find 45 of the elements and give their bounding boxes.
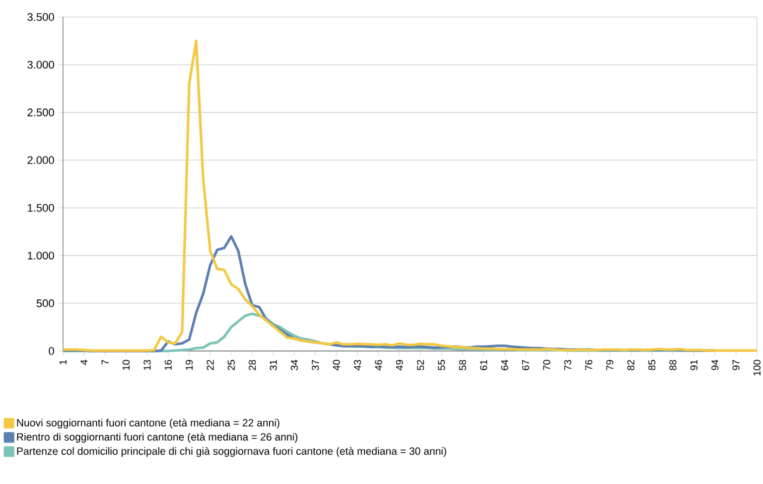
- x-tick-label: 40: [332, 360, 340, 370]
- y-tick-label: 2.000: [28, 156, 54, 164]
- y-tick-label: 3.500: [27, 13, 54, 21]
- y-tick-label: 1.000: [28, 252, 54, 260]
- x-tick-label: 76: [585, 360, 592, 370]
- legend-label: Rientro di soggiornanti fuori cantone (età mediana = 26 anni): [17, 432, 298, 443]
- x-tick-label: 88: [669, 360, 676, 370]
- y-tick-label: 0: [48, 347, 54, 355]
- legend-label: Nuovi soggiornanti fuori cantone (età mediana = 22 anni): [17, 418, 280, 429]
- y-tick-label: 500: [36, 299, 54, 308]
- x-tick-label: 7: [102, 360, 108, 365]
- x-tick-label: 1: [60, 360, 66, 364]
- x-tick-label: 25: [228, 360, 235, 370]
- x-tick-label: 85: [648, 360, 656, 370]
- x-tick-label: 73: [564, 360, 572, 370]
- legend-label: Partenze col domicilio principale di chi già soggiornava fuori cantone (età mediana = 30 anni): [17, 447, 446, 457]
- x-tick-label: 37: [312, 360, 319, 370]
- x-tick-label: 82: [627, 360, 634, 370]
- x-tick-label: 28: [248, 360, 256, 370]
- x-tick-label: 52: [416, 360, 424, 370]
- x-tick-label: 94: [711, 360, 718, 370]
- x-tick-label: 43: [354, 360, 361, 370]
- x-tick-label: 97: [732, 360, 740, 370]
- y-tick-label: 2.500: [28, 108, 54, 116]
- x-tick-label: 100: [753, 360, 761, 376]
- x-tick-label: 34: [290, 360, 298, 370]
- x-tick-label: 79: [606, 360, 614, 370]
- x-tick-label: 55: [438, 360, 446, 370]
- x-tick-label: 91: [690, 360, 698, 370]
- x-tick-label: 67: [522, 360, 530, 370]
- x-tick-label: 31: [270, 360, 277, 370]
- x-tick-label: 58: [459, 360, 466, 370]
- x-tick-label: 4: [80, 360, 88, 365]
- x-tick-label: 64: [501, 360, 508, 370]
- x-tick-label: 13: [144, 360, 151, 370]
- x-tick-label: 61: [480, 360, 488, 370]
- y-tick-label: 1.500: [28, 204, 54, 212]
- x-tick-label: 49: [396, 360, 404, 370]
- y-tick-label: 3.000: [27, 60, 54, 69]
- x-tick-label: 19: [186, 360, 193, 370]
- x-tick-label: 46: [374, 360, 382, 370]
- x-tick-label: 16: [164, 360, 172, 370]
- x-tick-label: 10: [122, 360, 130, 370]
- x-tick-label: 70: [543, 360, 550, 370]
- x-tick-label: 22: [206, 360, 214, 370]
